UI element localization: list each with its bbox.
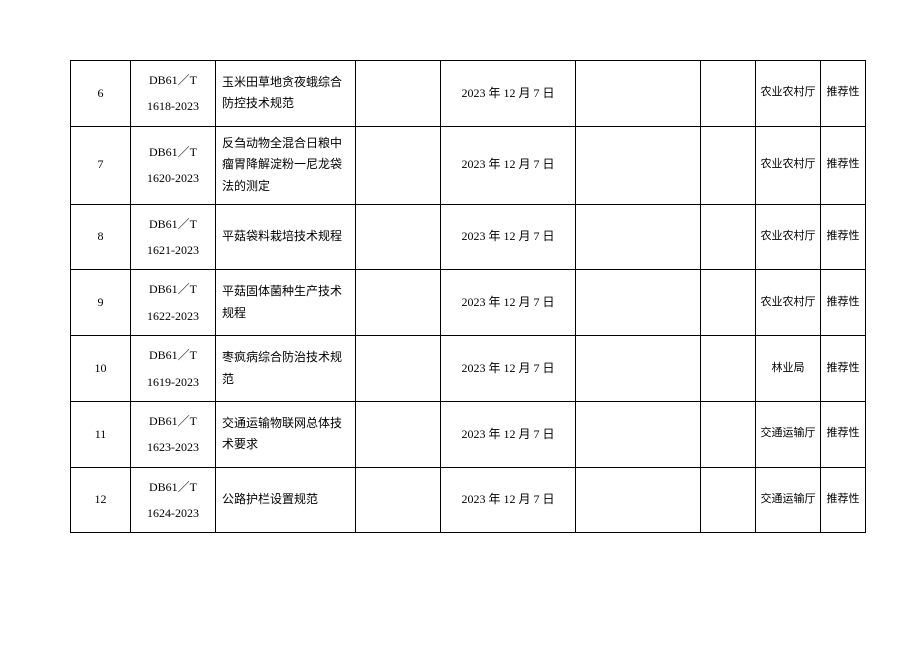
cell-date: 2023 年 12 月 7 日 xyxy=(441,204,576,270)
cell-dept: 林业局 xyxy=(756,336,821,402)
cell-date: 2023 年 12 月 7 日 xyxy=(441,126,576,204)
cell-name: 平菇固体菌种生产技术规程 xyxy=(216,270,356,336)
cell-name: 玉米田草地贪夜蛾综合防控技术规范 xyxy=(216,61,356,127)
cell-name: 平菇袋料栽培技术规程 xyxy=(216,204,356,270)
code-prefix: DB61／T xyxy=(135,474,211,500)
cell-blank xyxy=(576,61,701,127)
cell-num: 7 xyxy=(71,126,131,204)
cell-date: 2023 年 12 月 7 日 xyxy=(441,61,576,127)
cell-blank xyxy=(576,126,701,204)
cell-num: 6 xyxy=(71,61,131,127)
code-prefix: DB61／T xyxy=(135,67,211,93)
cell-type: 推荐性 xyxy=(821,401,866,467)
cell-type: 推荐性 xyxy=(821,126,866,204)
code-number: 1621-2023 xyxy=(135,237,211,263)
cell-num: 10 xyxy=(71,336,131,402)
cell-name: 公路护栏设置规范 xyxy=(216,467,356,533)
code-prefix: DB61／T xyxy=(135,139,211,165)
cell-num: 8 xyxy=(71,204,131,270)
cell-blank xyxy=(701,61,756,127)
code-number: 1623-2023 xyxy=(135,434,211,460)
code-prefix: DB61／T xyxy=(135,408,211,434)
cell-blank xyxy=(356,270,441,336)
cell-blank xyxy=(701,204,756,270)
code-number: 1622-2023 xyxy=(135,303,211,329)
cell-blank xyxy=(356,126,441,204)
table-row: 7 DB61／T 1620-2023 反刍动物全混合日粮中瘤胃降解淀粉一尼龙袋法… xyxy=(71,126,866,204)
code-number: 1618-2023 xyxy=(135,93,211,119)
cell-blank xyxy=(701,126,756,204)
cell-type: 推荐性 xyxy=(821,336,866,402)
cell-code: DB61／T 1620-2023 xyxy=(131,126,216,204)
cell-code: DB61／T 1619-2023 xyxy=(131,336,216,402)
code-prefix: DB61／T xyxy=(135,342,211,368)
cell-date: 2023 年 12 月 7 日 xyxy=(441,467,576,533)
cell-code: DB61／T 1621-2023 xyxy=(131,204,216,270)
cell-code: DB61／T 1618-2023 xyxy=(131,61,216,127)
cell-blank xyxy=(701,270,756,336)
cell-dept: 农业农村厅 xyxy=(756,270,821,336)
cell-type: 推荐性 xyxy=(821,204,866,270)
standards-table: 6 DB61／T 1618-2023 玉米田草地贪夜蛾综合防控技术规范 2023… xyxy=(70,60,866,533)
cell-blank xyxy=(701,401,756,467)
cell-blank xyxy=(576,467,701,533)
cell-type: 推荐性 xyxy=(821,61,866,127)
cell-num: 12 xyxy=(71,467,131,533)
cell-name: 枣疯病综合防治技术规范 xyxy=(216,336,356,402)
cell-date: 2023 年 12 月 7 日 xyxy=(441,336,576,402)
cell-name: 反刍动物全混合日粮中瘤胃降解淀粉一尼龙袋法的测定 xyxy=(216,126,356,204)
cell-blank xyxy=(576,401,701,467)
cell-blank xyxy=(576,204,701,270)
table-row: 12 DB61／T 1624-2023 公路护栏设置规范 2023 年 12 月… xyxy=(71,467,866,533)
cell-blank xyxy=(356,61,441,127)
table-row: 9 DB61／T 1622-2023 平菇固体菌种生产技术规程 2023 年 1… xyxy=(71,270,866,336)
code-prefix: DB61／T xyxy=(135,211,211,237)
cell-dept: 农业农村厅 xyxy=(756,126,821,204)
cell-num: 11 xyxy=(71,401,131,467)
table-row: 6 DB61／T 1618-2023 玉米田草地贪夜蛾综合防控技术规范 2023… xyxy=(71,61,866,127)
code-number: 1620-2023 xyxy=(135,165,211,191)
cell-type: 推荐性 xyxy=(821,270,866,336)
cell-blank xyxy=(576,270,701,336)
code-number: 1619-2023 xyxy=(135,369,211,395)
cell-name: 交通运输物联网总体技术要求 xyxy=(216,401,356,467)
cell-blank xyxy=(356,336,441,402)
cell-dept: 农业农村厅 xyxy=(756,204,821,270)
cell-code: DB61／T 1624-2023 xyxy=(131,467,216,533)
cell-date: 2023 年 12 月 7 日 xyxy=(441,270,576,336)
cell-blank xyxy=(701,336,756,402)
cell-date: 2023 年 12 月 7 日 xyxy=(441,401,576,467)
table-body: 6 DB61／T 1618-2023 玉米田草地贪夜蛾综合防控技术规范 2023… xyxy=(71,61,866,533)
table-row: 8 DB61／T 1621-2023 平菇袋料栽培技术规程 2023 年 12 … xyxy=(71,204,866,270)
cell-blank xyxy=(701,467,756,533)
code-prefix: DB61／T xyxy=(135,276,211,302)
cell-dept: 交通运输厅 xyxy=(756,467,821,533)
cell-dept: 交通运输厅 xyxy=(756,401,821,467)
cell-num: 9 xyxy=(71,270,131,336)
cell-blank xyxy=(576,336,701,402)
cell-dept: 农业农村厅 xyxy=(756,61,821,127)
table-row: 11 DB61／T 1623-2023 交通运输物联网总体技术要求 2023 年… xyxy=(71,401,866,467)
cell-blank xyxy=(356,467,441,533)
cell-blank xyxy=(356,401,441,467)
cell-code: DB61／T 1623-2023 xyxy=(131,401,216,467)
cell-code: DB61／T 1622-2023 xyxy=(131,270,216,336)
cell-blank xyxy=(356,204,441,270)
table-row: 10 DB61／T 1619-2023 枣疯病综合防治技术规范 2023 年 1… xyxy=(71,336,866,402)
code-number: 1624-2023 xyxy=(135,500,211,526)
cell-type: 推荐性 xyxy=(821,467,866,533)
